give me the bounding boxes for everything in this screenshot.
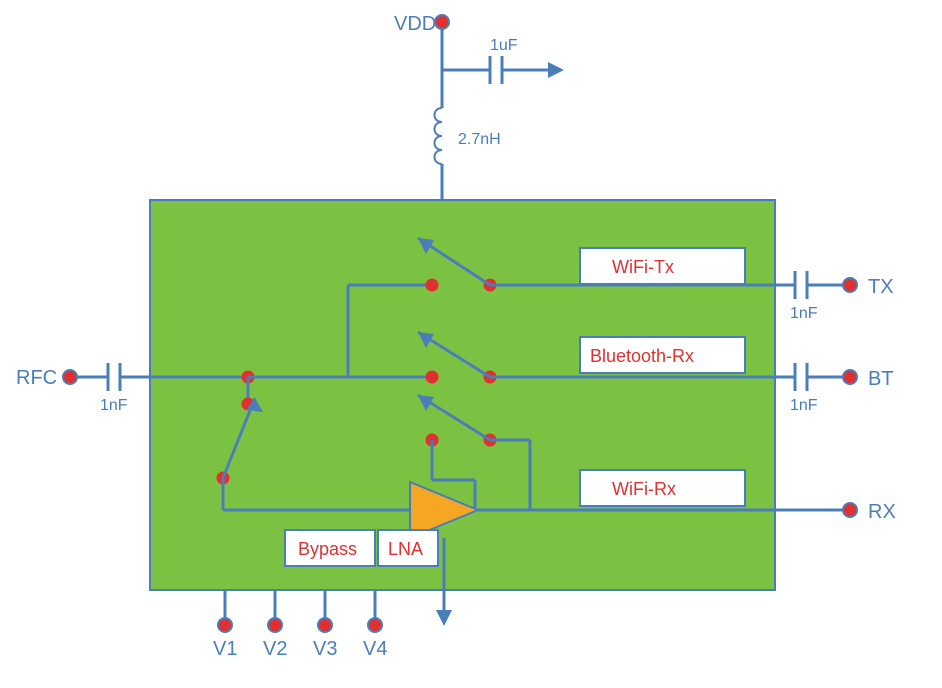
v2-port — [268, 618, 282, 632]
rx-label: RX — [868, 501, 896, 523]
vdd-label: VDD — [394, 13, 436, 35]
bt-label: BT — [868, 368, 894, 390]
inductor-value: 2.7nH — [458, 131, 501, 148]
wifi-rx-text: WiFi-Rx — [612, 479, 676, 499]
wifi-tx-text: WiFi-Tx — [612, 257, 674, 277]
rfc-cap-value: 1nF — [100, 397, 128, 414]
bluetooth-rx-text: Bluetooth-Rx — [590, 346, 694, 366]
inductor — [435, 108, 443, 164]
bt-port — [843, 370, 857, 384]
vdd-port — [435, 15, 449, 29]
v2-label: V2 — [263, 638, 287, 660]
v4-port — [368, 618, 382, 632]
tx-label: TX — [868, 276, 894, 298]
v1-label: V1 — [213, 638, 237, 660]
tx-cap-value: 1nF — [790, 305, 818, 322]
bypass-text: Bypass — [298, 539, 357, 559]
v4-label: V4 — [363, 638, 387, 660]
rx-port — [843, 503, 857, 517]
v3-port — [318, 618, 332, 632]
bt-cap-value: 1nF — [790, 397, 818, 414]
lna-text: LNA — [388, 539, 423, 559]
v3-label: V3 — [313, 638, 337, 660]
vdd-cap-gnd-arrow — [548, 62, 564, 78]
v1-port — [218, 618, 232, 632]
rfc-port — [63, 370, 77, 384]
rfc-label: RFC — [16, 367, 57, 389]
lna-gnd-arrow — [436, 610, 452, 626]
vdd-cap-value: 1uF — [490, 37, 518, 54]
tx-port — [843, 278, 857, 292]
